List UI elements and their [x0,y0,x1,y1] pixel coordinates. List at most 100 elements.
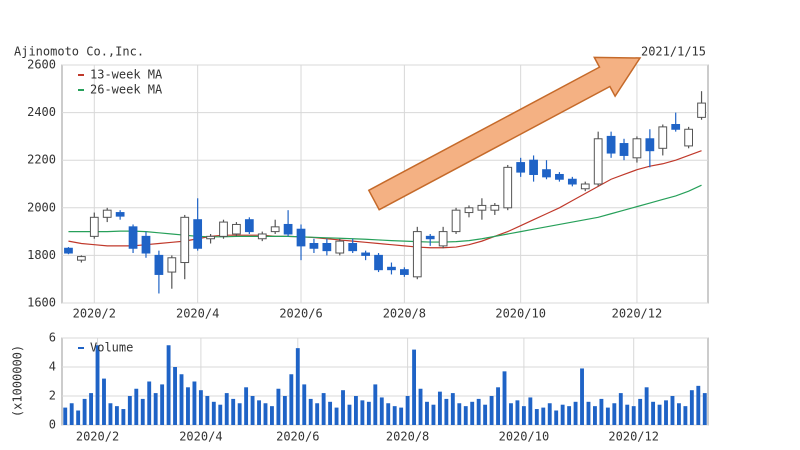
candle-body [412,231,422,278]
volume-bar [121,409,126,425]
volume-bar [670,396,675,425]
y-tick-label: 2200 [27,153,56,167]
volume-bar [341,390,345,425]
x-tick-label: 2020/6 [276,430,319,444]
candle-body [464,207,474,214]
volume-bar [547,403,552,425]
x-tick-label: 2020/4 [179,430,222,444]
candle-body [270,226,280,233]
candle-body [296,228,306,247]
volume-bar [250,396,255,425]
candle-body [180,216,190,264]
volume-bar [173,367,177,425]
volume-bar [127,396,132,425]
volume-bar [489,396,494,425]
volume-bar [567,406,572,425]
volume-bar [631,406,636,425]
candle-body [438,231,448,247]
volume-bar [244,387,249,425]
y-tick-label: 6 [49,331,56,345]
candle-body [232,223,241,235]
volume-bar [554,410,559,425]
volume-bar [664,400,668,425]
volume-bar [450,393,455,425]
volume-bar [366,401,371,425]
candle-body [206,235,215,240]
volume-bar [476,398,481,425]
volume-bar [134,388,139,425]
candle-body [89,216,99,237]
volume-bar [140,398,145,425]
volume-bar [560,404,565,425]
candle-body [606,135,616,154]
volume-bar [224,393,229,425]
candle-body [348,243,358,252]
volume-bar [379,397,384,425]
candle-body [115,212,125,217]
candle-body [257,233,267,240]
candle-body [309,243,319,249]
volume-bar [463,406,468,425]
volume-bar [295,348,300,425]
candle-body [658,126,668,149]
volume-bar [166,345,171,425]
candle-body [593,138,603,185]
volume-bar [276,388,281,425]
x-tick-label: 2020/12 [608,430,659,444]
volume-bar [515,400,520,425]
candle-body [567,178,577,185]
volume-bar [689,390,694,425]
candle-body [451,209,461,233]
volume-bar [644,387,649,425]
trend-arrow [367,56,642,211]
candle-body [580,183,590,190]
chart-title: Ajinomoto Co.,Inc. [14,45,144,59]
candle-body [167,257,177,273]
volume-bar [392,406,397,425]
volume-bar [683,406,688,425]
candle-body [374,254,383,271]
x-tick-label: 2020/6 [279,307,322,321]
candle-body [322,243,332,252]
volume-bar [302,384,307,425]
volume-bar [573,401,578,425]
volume-bar [76,410,81,425]
candle-body [219,221,228,237]
volume-bar [580,368,584,425]
volume-bar [599,398,604,425]
candle-body [77,256,86,261]
candle-body [64,247,73,254]
y-axis-label: (x1000000) [11,345,25,417]
volume-bar [89,393,94,425]
volume-bar [509,403,513,425]
volume-bar [470,401,475,425]
volume-bar [676,403,681,425]
volume-bar [360,400,365,425]
candle-body [400,269,409,275]
volume-bar [386,403,391,425]
volume-bar [205,396,210,425]
volume-bar [82,398,87,425]
volume-bar [257,400,261,425]
candle-body [141,235,151,254]
candle-body [645,138,655,152]
candle-body [632,138,642,159]
volume-panel [61,337,709,426]
y-tick-label: 2600 [27,58,56,72]
volume-bar [625,404,630,425]
candle-body [335,240,345,254]
volume-bar [321,393,326,425]
candle-body [529,159,538,175]
volume-bar [179,374,184,425]
volume-bar [483,404,488,425]
x-tick-label: 2020/8 [386,430,429,444]
volume-bar [502,371,507,425]
volume-bar [431,404,436,425]
volume-bar [114,406,119,425]
volume-bar [108,403,113,425]
volume-bar [198,390,203,425]
volume-bar [69,403,74,425]
volume-bar [211,401,216,425]
